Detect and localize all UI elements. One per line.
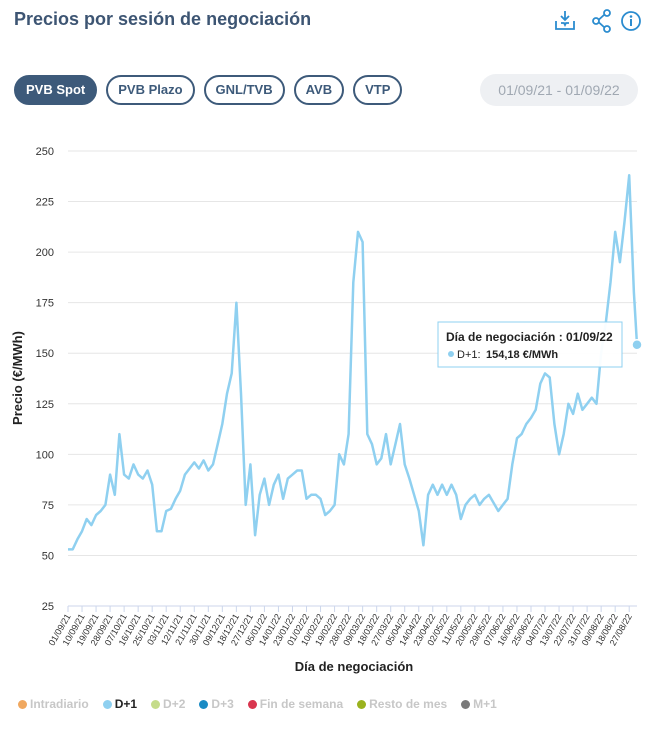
- legend: Intradiario D+1 D+2 D+3 Fin de semana Resto d…: [18, 697, 497, 711]
- y-tick-label: 100: [36, 449, 54, 461]
- y-tick-label: 250: [36, 146, 54, 158]
- legend-swatch: [357, 699, 367, 709]
- share-icon[interactable]: [592, 9, 611, 33]
- legend-swatch: [102, 699, 112, 709]
- chart: Precio (€/MWh) Día de negociación 25 50 75…: [10, 146, 643, 674]
- legend-item[interactable]: Resto de mes: [357, 697, 447, 711]
- tooltip-title: Día de negociación : 01/09/22: [446, 330, 613, 344]
- legend-label: Resto de mes: [369, 697, 448, 711]
- legend-item[interactable]: Intradiario: [18, 697, 89, 711]
- legend-swatch: [199, 699, 209, 709]
- y-tick-label: 125: [36, 399, 54, 411]
- legend-label: M+1: [473, 697, 497, 711]
- tooltip-box: [437, 321, 623, 368]
- tooltip-value: 154,18 €/MWh: [486, 349, 558, 361]
- legend-swatch: [151, 699, 161, 709]
- legend-item[interactable]: D+1: [102, 697, 138, 711]
- date-range[interactable]: 01/09/21 - 01/09/22: [480, 74, 638, 106]
- tab-button[interactable]: PVB Plazo: [106, 75, 195, 105]
- legend-swatch: [247, 699, 257, 709]
- tab-button[interactable]: PVB Spot: [14, 75, 98, 105]
- y-tick-label: 175: [36, 298, 54, 310]
- toolbar: [553, 8, 643, 39]
- y-tick-label: 200: [36, 247, 54, 259]
- y-axis-title: Precio (€/MWh): [10, 331, 25, 425]
- y-tick-label: 75: [42, 500, 54, 512]
- legend-label: Fin de semana: [259, 697, 344, 711]
- legend-item[interactable]: D+2: [151, 697, 185, 711]
- legend-label: Intradiario: [30, 697, 89, 711]
- legend-swatch: [461, 699, 471, 709]
- legend-label: D+1: [114, 697, 138, 711]
- legend-swatch: [18, 699, 27, 709]
- y-tick-label: 25: [42, 601, 54, 613]
- legend-item[interactable]: Fin de semana: [247, 697, 344, 711]
- tooltip: Día de negociación : 01/09/22 D+1: 154,18 …: [437, 321, 623, 368]
- y-tick-label: 225: [36, 197, 54, 209]
- tooltip-series: D+1:: [457, 349, 481, 361]
- tab-button[interactable]: GNL/TVB: [203, 75, 285, 105]
- tooltip-dot: [448, 351, 454, 357]
- y-tick-label: 50: [42, 550, 54, 562]
- legend-item[interactable]: M+1: [461, 697, 497, 711]
- tab-button[interactable]: AVB: [293, 75, 345, 105]
- toolbar-icons: [555, 9, 641, 33]
- y-tick-label: 150: [36, 348, 54, 360]
- tab-bar: PVB Spot PVB Plazo GNL/TVB AVB VTP: [14, 75, 403, 105]
- tab-button[interactable]: VTP: [353, 75, 403, 105]
- info-icon[interactable]: [621, 11, 641, 31]
- page-title: Precios por sesión de negociación: [14, 9, 312, 29]
- data-line: [68, 174, 639, 551]
- download-icon[interactable]: [555, 11, 575, 30]
- x-axis-title: Día de negociación: [295, 659, 414, 674]
- legend-label: D+2: [163, 697, 186, 711]
- legend-label: D+3: [211, 697, 234, 711]
- hover-marker: [631, 339, 643, 351]
- legend-item[interactable]: D+3: [199, 697, 234, 711]
